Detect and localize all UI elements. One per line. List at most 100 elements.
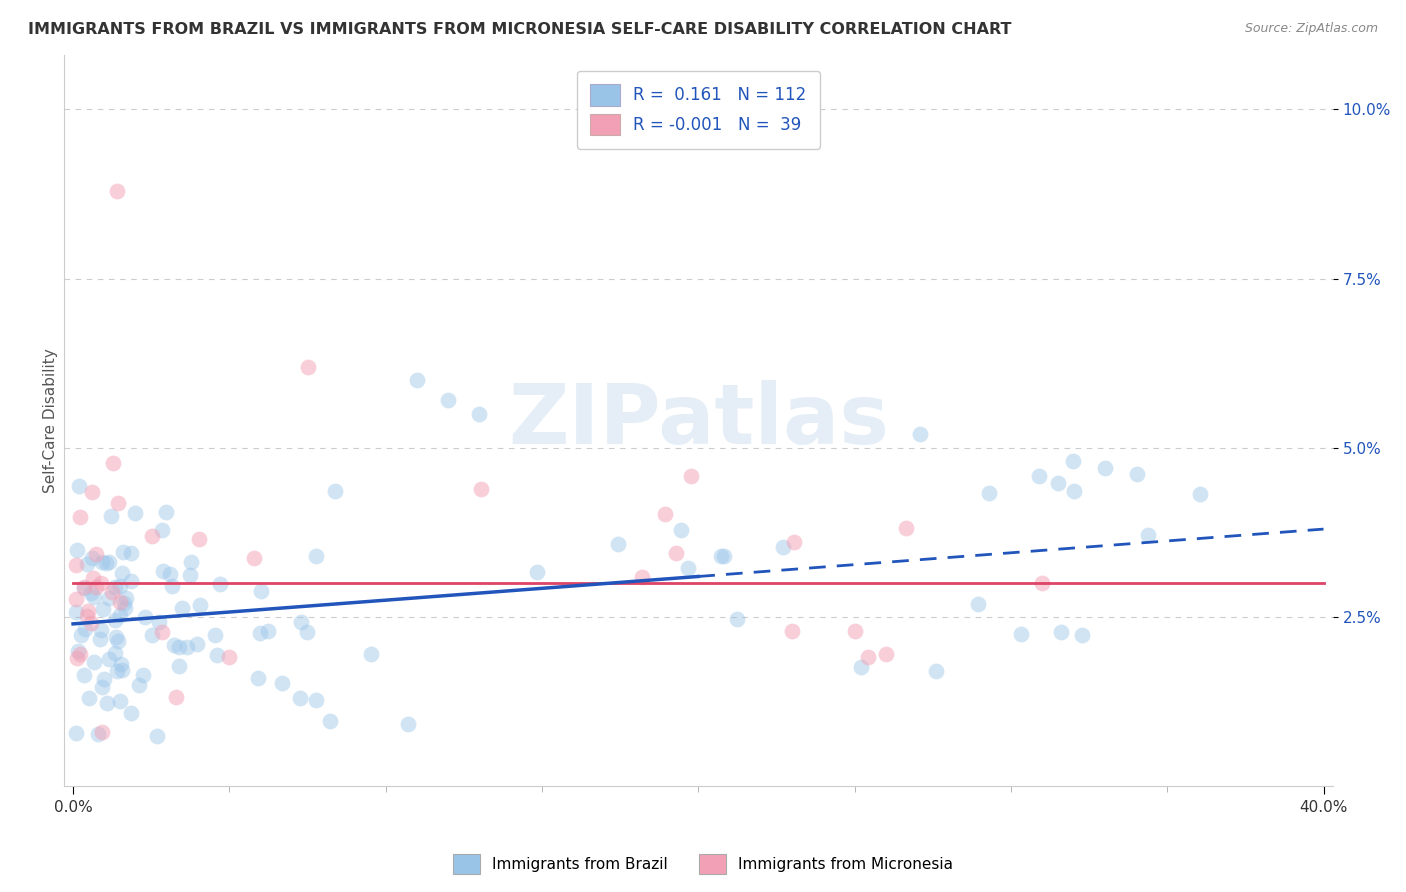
Point xyxy=(104,646,127,660)
Point xyxy=(84,580,107,594)
Point xyxy=(710,549,733,564)
Point xyxy=(967,598,990,612)
Point xyxy=(218,649,240,664)
Point xyxy=(1071,628,1094,642)
Point xyxy=(305,693,328,707)
Point xyxy=(65,591,87,606)
Point xyxy=(101,456,124,470)
Point xyxy=(1137,528,1160,542)
Point xyxy=(526,565,548,579)
Point xyxy=(1010,627,1032,641)
Point xyxy=(110,657,132,671)
Point xyxy=(65,726,87,740)
Point xyxy=(80,615,103,630)
Legend: R =  0.161   N = 112, R = -0.001   N =  39: R = 0.161 N = 112, R = -0.001 N = 39 xyxy=(576,70,820,149)
Point xyxy=(83,655,105,669)
Point xyxy=(114,591,136,605)
Point xyxy=(90,555,112,569)
Point xyxy=(105,184,128,198)
Point xyxy=(82,571,104,585)
Point xyxy=(96,696,118,710)
Point xyxy=(360,647,382,661)
Point xyxy=(100,509,122,524)
Point xyxy=(114,601,136,615)
Point xyxy=(120,574,142,588)
Point xyxy=(188,598,211,612)
Point xyxy=(107,496,129,510)
Point xyxy=(319,714,342,728)
Point xyxy=(167,640,190,655)
Point xyxy=(97,652,120,666)
Point xyxy=(1031,576,1053,591)
Point xyxy=(288,690,311,705)
Point xyxy=(112,596,135,610)
Point xyxy=(165,690,187,704)
Point xyxy=(94,556,117,570)
Point xyxy=(631,570,654,584)
Point xyxy=(925,665,948,679)
Point xyxy=(977,485,1000,500)
Point xyxy=(73,581,96,595)
Point xyxy=(908,426,931,441)
Point xyxy=(323,483,346,498)
Point xyxy=(468,407,491,421)
Point xyxy=(875,647,897,661)
Point xyxy=(141,628,163,642)
Point xyxy=(69,509,91,524)
Point xyxy=(87,726,110,740)
Point xyxy=(725,612,748,626)
Point xyxy=(148,615,170,629)
Point xyxy=(69,647,91,661)
Point xyxy=(155,505,177,519)
Point xyxy=(98,591,121,606)
Point xyxy=(205,648,228,663)
Point xyxy=(73,581,96,595)
Point xyxy=(69,628,91,642)
Point xyxy=(665,546,688,560)
Point xyxy=(146,730,169,744)
Point xyxy=(437,393,460,408)
Point xyxy=(713,549,735,564)
Point xyxy=(256,624,278,639)
Point xyxy=(849,659,872,673)
Point xyxy=(1046,476,1069,491)
Point xyxy=(159,567,181,582)
Text: ZIPatlas: ZIPatlas xyxy=(508,380,889,461)
Point xyxy=(170,600,193,615)
Point xyxy=(1094,461,1116,475)
Point xyxy=(65,558,87,572)
Point xyxy=(120,546,142,560)
Point xyxy=(152,625,174,640)
Point xyxy=(396,716,419,731)
Point xyxy=(67,644,90,658)
Point xyxy=(297,625,319,640)
Point xyxy=(247,671,270,685)
Point xyxy=(187,533,209,547)
Point xyxy=(844,624,866,638)
Point xyxy=(83,590,105,604)
Text: IMMIGRANTS FROM BRAZIL VS IMMIGRANTS FROM MICRONESIA SELF-CARE DISABILITY CORREL: IMMIGRANTS FROM BRAZIL VS IMMIGRANTS FRO… xyxy=(28,22,1012,37)
Point xyxy=(204,628,226,642)
Point xyxy=(90,680,112,694)
Point xyxy=(108,607,131,622)
Point xyxy=(271,676,294,690)
Point xyxy=(108,694,131,708)
Point xyxy=(104,630,127,644)
Point xyxy=(162,638,184,652)
Point xyxy=(678,561,700,575)
Point xyxy=(1063,483,1085,498)
Point xyxy=(162,579,184,593)
Point xyxy=(76,609,98,624)
Point xyxy=(65,606,87,620)
Point xyxy=(76,558,98,572)
Point xyxy=(76,604,98,618)
Point xyxy=(120,706,142,720)
Point xyxy=(105,664,128,678)
Point xyxy=(91,602,114,616)
Point xyxy=(783,535,806,549)
Point xyxy=(124,506,146,520)
Point xyxy=(77,691,100,706)
Point xyxy=(65,651,87,665)
Point xyxy=(894,521,917,535)
Point xyxy=(89,632,111,647)
